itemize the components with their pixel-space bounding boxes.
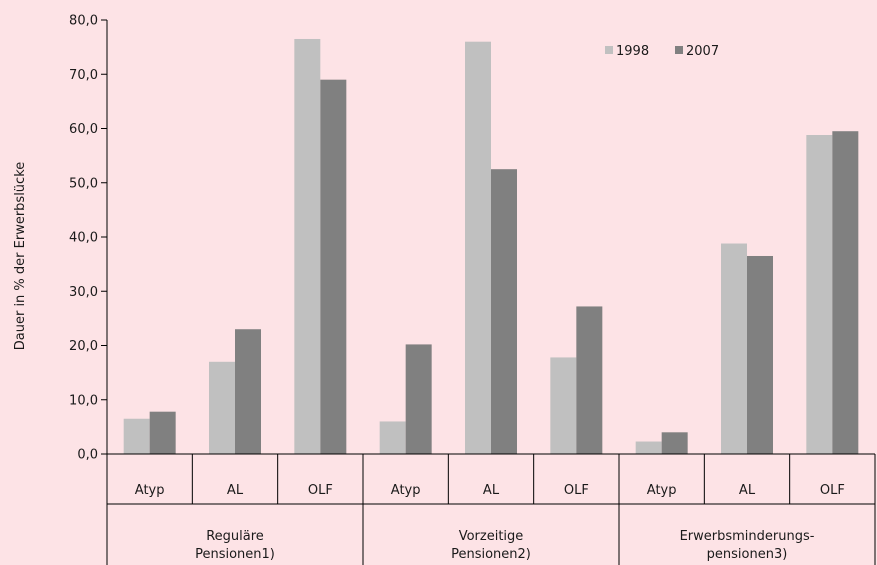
y-tick-label: 80,0: [69, 14, 98, 29]
bar-2007: [576, 306, 603, 454]
y-tick-label: 30,0: [69, 285, 98, 300]
bar-1998: [721, 243, 747, 454]
bar-1998: [635, 441, 662, 454]
bar-1998: [465, 41, 491, 454]
category-label: AL: [739, 483, 756, 498]
group-label: Reguläre: [206, 529, 264, 544]
bar-1998: [379, 421, 406, 454]
bar-1998: [806, 135, 833, 454]
legend: 1998 2007: [605, 44, 719, 59]
group-label: Pensionen2): [451, 547, 531, 562]
bar-2007: [661, 432, 688, 454]
y-tick-label: 10,0: [69, 393, 98, 408]
bar-2007: [832, 131, 859, 454]
bars: [123, 38, 859, 455]
category-label: Atyp: [647, 483, 677, 498]
legend-swatch-1998: [605, 46, 613, 54]
bar-1998: [550, 357, 577, 454]
y-tick-label: 0,0: [77, 448, 98, 463]
bar-2007: [747, 255, 773, 454]
category-labels: Atyp AL OLF Atyp AL OLF Atyp AL OLF: [135, 483, 845, 498]
group-label: Vorzeitige: [459, 529, 524, 544]
category-label: AL: [227, 483, 244, 498]
bar-2007: [405, 344, 432, 454]
bar-2007: [320, 79, 347, 455]
group-labels: Reguläre Pensionen1) Vorzeitige Pensionen2)…: [195, 529, 815, 562]
bar-2007: [149, 411, 176, 454]
y-tick-label: 60,0: [69, 122, 98, 137]
category-label: Atyp: [135, 483, 165, 498]
group-label: Pensionen1): [195, 547, 275, 562]
legend-swatch-2007: [675, 46, 683, 54]
y-tick-label: 50,0: [69, 176, 98, 191]
group-label: pensionen3): [707, 547, 788, 562]
bar-2007: [235, 329, 261, 454]
group-label: Erwerbsminderungs-: [680, 529, 815, 544]
bar-1998: [294, 38, 321, 455]
category-label: OLF: [308, 483, 333, 498]
y-tick-label: 70,0: [69, 68, 98, 83]
category-label: OLF: [564, 483, 589, 498]
category-label: AL: [483, 483, 500, 498]
bar-2007: [491, 169, 517, 454]
y-axis-ticks: 0,0 10,0 20,0 30,0 40,0 50,0 60,0 70,0 80,0: [69, 14, 107, 463]
y-tick-label: 20,0: [69, 339, 98, 354]
category-label: Atyp: [391, 483, 421, 498]
axes: [106, 20, 876, 565]
legend-label-1998: 1998: [616, 44, 649, 59]
category-label: OLF: [820, 483, 845, 498]
y-axis-label: Dauer in % der Erwerbslücke: [13, 162, 28, 351]
bar-1998: [209, 361, 235, 454]
y-tick-label: 40,0: [69, 231, 98, 246]
legend-label-2007: 2007: [686, 44, 719, 59]
bar-1998: [123, 418, 150, 454]
